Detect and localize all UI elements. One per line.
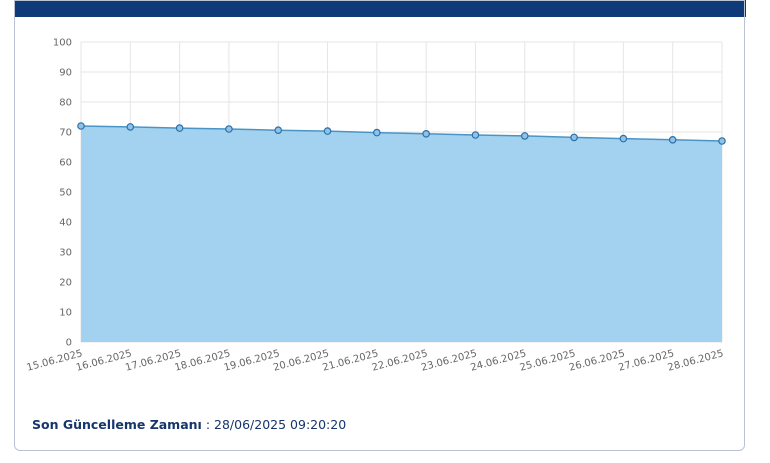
footer-label: Son Güncelleme Zamanı: [32, 417, 202, 432]
x-tick-label: 16.06.2025: [75, 348, 133, 373]
y-tick-label: 30: [59, 248, 72, 259]
y-tick-label: 10: [59, 308, 72, 319]
y-tick-label: 80: [59, 98, 72, 109]
y-tick-label: 100: [53, 38, 72, 49]
x-tick-label: 19.06.2025: [223, 348, 281, 373]
x-tick-label: 17.06.2025: [124, 348, 182, 373]
x-tick-label: 18.06.2025: [174, 348, 232, 373]
y-tick-label: 70: [59, 128, 72, 139]
x-tick-label: 22.06.2025: [371, 348, 429, 373]
y-tick-label: 60: [59, 158, 72, 169]
area-fill: [81, 126, 722, 342]
point: [225, 125, 233, 133]
point: [520, 132, 529, 140]
point: [373, 128, 381, 137]
area-line: [80, 125, 723, 142]
point: [471, 131, 480, 139]
point: [570, 133, 578, 142]
x-tick-label: 26.06.2025: [568, 348, 626, 373]
point: [718, 137, 726, 145]
point: [619, 134, 628, 143]
y-tick-label: 40: [59, 218, 72, 229]
x-tick-label: 20.06.2025: [272, 348, 330, 373]
y-tick-label: 0: [66, 338, 72, 349]
point: [175, 124, 184, 132]
header-bar: [14, 0, 746, 17]
x-tick-label: 23.06.2025: [420, 348, 478, 373]
point: [422, 130, 430, 138]
point: [126, 123, 135, 131]
footer-value: : 28/06/2025 09:20:20: [205, 417, 347, 432]
point: [77, 122, 85, 130]
card: [14, 0, 745, 451]
footer: Son Güncelleme Zamanı : 28/06/2025 09:20…: [32, 417, 346, 432]
x-tick-label: 27.06.2025: [617, 348, 675, 373]
y-tick-label: 90: [59, 68, 72, 79]
y-tick-label: 20: [59, 278, 72, 289]
x-tick-label: 24.06.2025: [469, 348, 527, 373]
point: [668, 136, 677, 144]
x-tick-label: 15.06.2025: [26, 348, 84, 373]
x-tick-label: 28.06.2025: [667, 348, 725, 373]
x-tick-label: 25.06.2025: [519, 348, 577, 373]
point: [323, 127, 332, 135]
x-tick-label: 21.06.2025: [321, 348, 379, 373]
point: [274, 126, 283, 135]
y-tick-label: 50: [59, 188, 72, 199]
